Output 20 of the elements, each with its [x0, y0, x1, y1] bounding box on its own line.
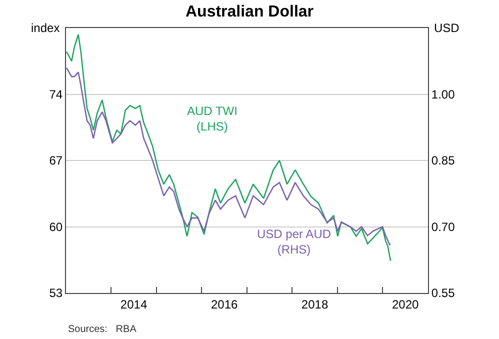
- y-tick-label: 74: [49, 87, 63, 102]
- line-series: [66, 67, 392, 246]
- y2-tick-label: 0.70: [431, 220, 456, 234]
- y2-axis-title: USD: [434, 21, 460, 35]
- text: AUD TWI (LHS): [187, 104, 238, 134]
- y-axis-title: index: [31, 21, 60, 35]
- x-tick-label: 2018: [301, 297, 328, 312]
- x-tick-label: 2020: [392, 297, 419, 312]
- y2-tick-label: 1.00: [431, 87, 456, 102]
- line-series: [66, 34, 392, 262]
- chart-title: Australian Dollar: [185, 3, 314, 20]
- x-tick-label: 2014: [120, 297, 148, 312]
- series-label: USD per AUD (RHS): [257, 227, 332, 257]
- y-tick-label: 53: [49, 286, 63, 300]
- y2-tick-label: 0.85: [431, 154, 456, 168]
- source-note: Sources: RBA: [68, 324, 137, 335]
- y-tick-label: 60: [49, 220, 63, 234]
- y-tick-label: 67: [49, 154, 63, 168]
- x-tick-label: 2016: [210, 297, 238, 312]
- y2-tick-label: 0.55: [431, 286, 456, 300]
